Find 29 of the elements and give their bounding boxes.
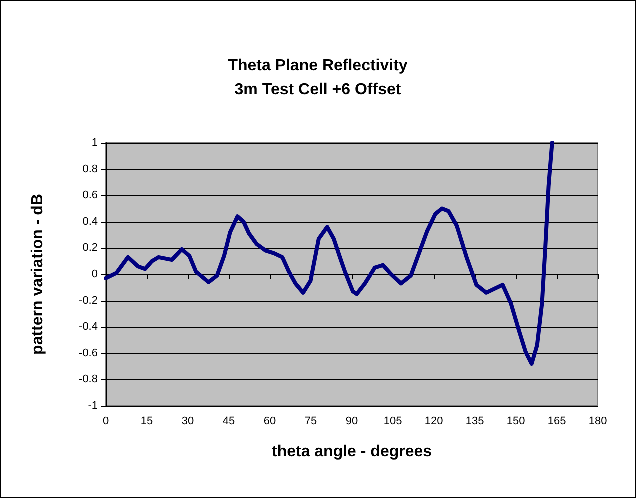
chart-title: Theta Plane Reflectivity bbox=[228, 58, 408, 74]
x-tick-label: 165 bbox=[548, 416, 566, 428]
x-tick-label: 0 bbox=[102, 416, 110, 428]
x-tick-label: 15 bbox=[140, 416, 154, 428]
x-tick-label: 60 bbox=[264, 416, 276, 428]
y-tick-label: -0.8 bbox=[79, 374, 98, 386]
chart-subtitle: 3m Test Cell +6 Offset bbox=[234, 82, 402, 98]
x-axis-title: theta angle - degrees bbox=[272, 444, 432, 460]
y-tick-label: -0.6 bbox=[79, 347, 98, 360]
y-tick-label: -1 bbox=[88, 400, 98, 412]
line-series bbox=[104, 141, 554, 366]
y-tick-label: 0 bbox=[92, 268, 98, 280]
y-tick-label: 0.6 bbox=[82, 190, 98, 202]
y-tick-label: -0.2 bbox=[79, 294, 98, 307]
x-tick-label: 45 bbox=[222, 416, 236, 428]
x-tick-label: 30 bbox=[182, 416, 194, 428]
y-tick-label: 0.2 bbox=[82, 242, 98, 254]
x-tick-label: 150 bbox=[506, 416, 526, 428]
y-tick-label: -0.4 bbox=[79, 321, 98, 334]
x-tick-label: 75 bbox=[304, 416, 318, 428]
y-tick-label: 0.8 bbox=[82, 163, 98, 176]
x-tick-label: 90 bbox=[346, 416, 358, 428]
y-tick-label: 0.4 bbox=[82, 216, 98, 228]
x-tick-label: 105 bbox=[384, 416, 402, 428]
x-tick-label: 135 bbox=[466, 416, 484, 428]
x-tick-label: 120 bbox=[424, 416, 444, 428]
y-tick-label: 1 bbox=[92, 137, 98, 149]
y-axis-title: pattern variation - dB bbox=[30, 194, 46, 355]
x-tick-label: 180 bbox=[588, 416, 608, 428]
